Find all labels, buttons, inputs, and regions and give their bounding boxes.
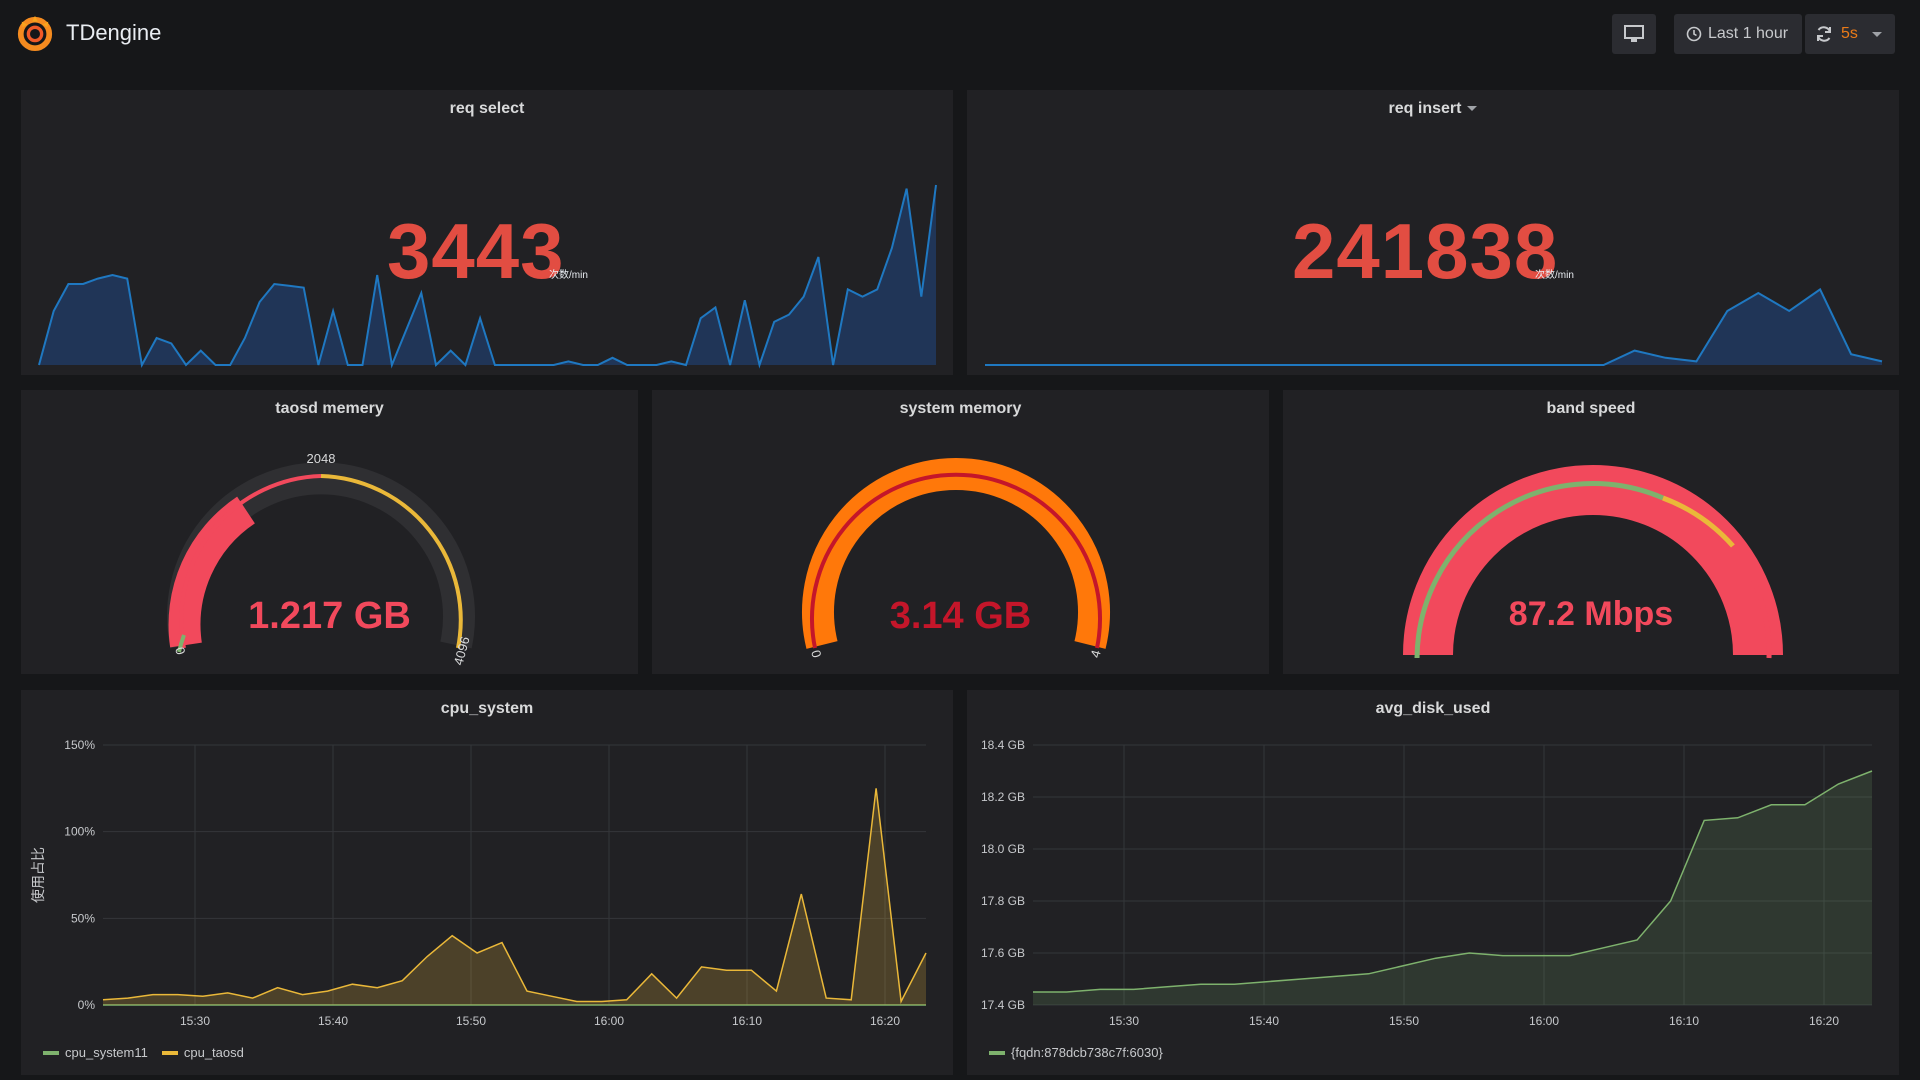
y-tick-label: 100% [64, 825, 95, 839]
legend-label: cpu_taosd [183, 1045, 244, 1060]
y-tick-label: 0% [78, 998, 96, 1012]
panel-req-insert: req insert 241838 次数/min [967, 90, 1899, 375]
legend-swatch [43, 1050, 59, 1055]
refresh-button[interactable]: 5s [1805, 14, 1895, 54]
refresh-icon [1817, 26, 1831, 42]
series-line [102, 788, 927, 1005]
panel-req-select: req select 3443 次数/min [21, 90, 953, 375]
legend-label: cpu_system11 [65, 1045, 148, 1060]
y-tick-label: 18.2 GB [981, 790, 1025, 804]
x-tick-label: 16:20 [870, 1014, 900, 1028]
stat-value: 241838 [1292, 207, 1559, 295]
x-tick-label: 16:00 [1529, 1014, 1559, 1028]
req-select-sparkline [38, 184, 937, 369]
x-tick-label: 16:10 [732, 1014, 762, 1028]
y-tick-label: 150% [64, 738, 95, 752]
sparkline-line [985, 287, 1883, 366]
gauge-value: 87.2 Mbps [1508, 595, 1674, 633]
y-tick-label: 17.8 GB [981, 894, 1025, 908]
x-tick-label: 15:40 [318, 1014, 348, 1028]
x-tick-label: 15:50 [1389, 1014, 1419, 1028]
grafana-logo-icon[interactable] [16, 14, 54, 52]
legend: cpu_system11 cpu_taosd [43, 1045, 244, 1060]
panel-cpu-system: cpu_system 0% 50% 100% 150% 15:30 15:40 15:50 1… [21, 690, 953, 1075]
panel-title[interactable]: cpu_system [440, 700, 534, 717]
system-memory-gauge: 0 4 [802, 458, 1110, 659]
x-tick-label: 16:20 [1809, 1014, 1839, 1028]
legend-item[interactable]: cpu_taosd [161, 1045, 244, 1060]
panel-band-speed: band speed 87.2 Mbps [1283, 390, 1899, 674]
panel-title[interactable]: req select [449, 100, 525, 117]
panel-title[interactable]: system memory [899, 400, 1022, 417]
monitor-icon [1624, 25, 1644, 42]
stat-unit: 次数/min [549, 270, 588, 281]
x-tick-label: 16:00 [594, 1014, 624, 1028]
legend-label: {fqdn:878dcb738c7f:6030} [1011, 1045, 1163, 1060]
stat-value: 3443 [387, 207, 565, 295]
legend-item[interactable]: cpu_system11 [43, 1045, 148, 1060]
refresh-interval-label[interactable]: 5s [1841, 25, 1858, 42]
panel-system-memory: system memory 0 4 3.14 GB [652, 390, 1269, 674]
legend-swatch [989, 1050, 1005, 1055]
chevron-down-icon[interactable] [1467, 106, 1478, 112]
x-tick-label: 16:10 [1669, 1014, 1699, 1028]
y-tick-label: 18.4 GB [981, 738, 1025, 752]
cpu-system-graph: 0% 50% 100% 150% 15:30 15:40 15:50 16:00 16:10 16… [30, 738, 927, 1028]
x-tick-label: 15:50 [456, 1014, 486, 1028]
y-tick-label: 17.4 GB [981, 998, 1025, 1012]
time-picker-button[interactable]: Last 1 hour [1674, 14, 1802, 54]
legend: {fqdn:878dcb738c7f:6030} [989, 1045, 1163, 1060]
y-axis-label: 使用占比 [30, 847, 46, 903]
avg-disk-used-graph: 17.4 GB 17.6 GB 17.8 GB 18.0 GB 18.2 GB 18.4 … [981, 738, 1873, 1028]
gauge-min-label: 0 [808, 648, 824, 659]
legend-swatch [161, 1050, 178, 1055]
series-area [1033, 771, 1872, 1005]
panel-title[interactable]: band speed [1546, 400, 1636, 417]
x-tick-label: 15:40 [1249, 1014, 1279, 1028]
series-line [1033, 770, 1873, 993]
gauge-max-label: 4 [1087, 648, 1103, 659]
y-tick-label: 17.6 GB [981, 946, 1025, 960]
band-speed-gauge [1403, 465, 1783, 659]
x-tick-label: 15:30 [180, 1014, 210, 1028]
gauge-min-label: 0 [172, 645, 188, 656]
y-tick-label: 18.0 GB [981, 842, 1025, 856]
taosd-memory-gauge: 2048 0 4096 [167, 451, 475, 667]
clock-icon [1686, 26, 1702, 42]
panel-title[interactable]: taosd memery [275, 400, 384, 417]
gauge-value: 3.14 GB [889, 595, 1032, 637]
gauge-max-label: 4096 [451, 635, 473, 667]
time-range-label: Last 1 hour [1708, 25, 1789, 42]
panel-title-text: req insert [1388, 100, 1462, 117]
tv-mode-button[interactable] [1612, 14, 1656, 54]
chevron-down-icon[interactable] [1871, 31, 1882, 37]
y-tick-label: 50% [71, 911, 95, 925]
stat-unit: 次数/min [1535, 270, 1574, 281]
top-bar: TDengine Last 1 hour 5s [0, 0, 1920, 70]
panel-title[interactable]: avg_disk_used [1375, 700, 1491, 717]
gauge-mid-label: 2048 [307, 451, 336, 466]
sparkline-area [39, 185, 936, 365]
sparkline-line [38, 184, 937, 369]
legend-item[interactable]: {fqdn:878dcb738c7f:6030} [989, 1045, 1163, 1060]
req-insert-sparkline [985, 287, 1883, 366]
panel-avg-disk-used: avg_disk_used 17.4 GB 17.6 GB 17.8 GB 18.0 … [967, 690, 1899, 1075]
panel-taosd-memory: taosd memery 2048 0 4096 1.217 GB [21, 390, 638, 674]
x-tick-label: 15:30 [1109, 1014, 1139, 1028]
gauge-value: 1.217 GB [248, 595, 411, 637]
sparkline-area [985, 289, 1882, 365]
app-title[interactable]: TDengine [66, 20, 162, 45]
panel-title[interactable]: req insert [967, 100, 1899, 118]
